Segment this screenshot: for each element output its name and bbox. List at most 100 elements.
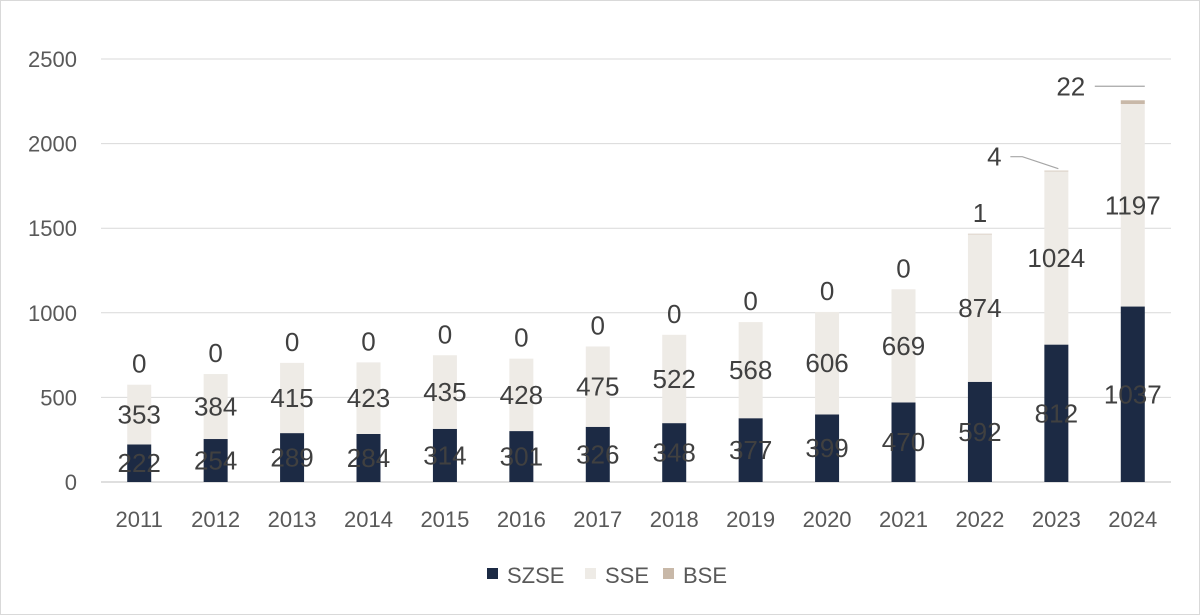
bar-sse <box>815 311 840 415</box>
data-label-bse: 0 <box>514 323 528 353</box>
data-label-szse: 326 <box>576 439 619 469</box>
legend-label-szse: SZSE <box>507 563 564 588</box>
bar-sse <box>509 358 534 432</box>
leader-line <box>1010 156 1059 170</box>
x-tick-label: 2015 <box>420 507 469 532</box>
data-label-sse: 606 <box>805 348 848 378</box>
legend-swatch-sse <box>585 568 596 579</box>
bar-szse <box>891 402 916 482</box>
data-label-bse: 0 <box>132 349 146 379</box>
x-tick-label: 2023 <box>1032 507 1081 532</box>
data-label-szse: 812 <box>1035 398 1078 428</box>
bar-bse <box>1120 100 1145 105</box>
x-tick-label: 2013 <box>268 507 317 532</box>
x-tick-label: 2017 <box>573 507 622 532</box>
data-labels: 2223530254384028941502844230314435030142… <box>118 71 1162 478</box>
bar-sse <box>356 362 381 434</box>
data-label-szse: 314 <box>423 440 466 470</box>
bar-bse <box>1044 170 1069 172</box>
bar-szse <box>432 428 457 482</box>
data-label-sse: 475 <box>576 372 619 402</box>
data-label-szse: 1037 <box>1104 379 1162 409</box>
data-label-szse: 348 <box>653 438 696 468</box>
data-label-sse: 423 <box>347 383 390 413</box>
bars <box>127 100 1145 482</box>
data-label-sse: 384 <box>194 392 237 422</box>
y-tick-label: 500 <box>40 385 77 410</box>
x-tick-label: 2016 <box>497 507 546 532</box>
bar-sse <box>203 374 228 440</box>
bar-szse <box>662 423 687 482</box>
bar-sse <box>127 384 152 445</box>
bar-sse <box>891 289 916 403</box>
y-tick-label: 2000 <box>28 132 77 157</box>
data-label-szse: 301 <box>500 442 543 472</box>
x-tick-label: 2021 <box>879 507 928 532</box>
data-label-szse: 377 <box>729 435 772 465</box>
data-label-sse: 669 <box>882 331 925 361</box>
data-label-sse: 353 <box>118 400 161 430</box>
bar-szse <box>280 433 305 482</box>
bar-szse <box>585 426 610 482</box>
data-label-szse: 399 <box>805 433 848 463</box>
bar-szse <box>203 439 228 482</box>
data-label-bse: 0 <box>591 310 605 340</box>
data-label-sse: 874 <box>958 293 1001 323</box>
x-tick-label: 2014 <box>344 507 393 532</box>
data-label-sse: 522 <box>653 364 696 394</box>
bar-szse <box>127 444 152 482</box>
x-tick-label: 2011 <box>116 507 163 532</box>
legend: SZSE SSE BSE <box>487 563 727 588</box>
data-label-sse: 1197 <box>1105 190 1161 220</box>
data-label-szse: 284 <box>347 443 390 473</box>
legend-swatch-bse <box>663 568 674 579</box>
data-label-bse: 4 <box>987 142 1001 172</box>
bar-sse <box>738 322 763 419</box>
bar-szse <box>356 433 381 482</box>
bar-sse <box>967 233 992 382</box>
data-label-sse: 1024 <box>1027 243 1085 273</box>
bar-sse <box>280 362 305 434</box>
data-label-sse: 428 <box>500 380 543 410</box>
x-tick-label: 2018 <box>650 507 699 532</box>
data-label-szse: 254 <box>194 446 237 476</box>
data-label-bse: 0 <box>285 327 299 357</box>
x-axis-ticks: 2011 2012 2013 2014 2015 2016 2017 2018 2019 2020… <box>116 507 1158 532</box>
bar-szse <box>967 381 992 482</box>
bar-szse <box>815 414 840 482</box>
data-label-szse: 222 <box>118 448 161 478</box>
data-label-bse: 0 <box>208 338 222 368</box>
data-label-szse: 470 <box>882 427 925 457</box>
data-label-bse: 22 <box>1056 71 1085 101</box>
data-label-szse: 289 <box>270 443 313 473</box>
y-tick-label: 1500 <box>28 216 77 241</box>
data-label-bse: 1 <box>973 198 987 228</box>
data-label-szse: 592 <box>958 417 1001 447</box>
y-tick-label: 0 <box>65 470 77 495</box>
data-label-sse: 435 <box>423 377 466 407</box>
x-tick-label: 2012 <box>191 507 240 532</box>
legend-label-sse: SSE <box>605 563 649 588</box>
x-tick-label: 2020 <box>803 507 852 532</box>
bar-sse <box>432 355 457 429</box>
y-axis-ticks: 0 500 1000 1500 2000 2500 <box>28 47 77 495</box>
x-tick-label: 2024 <box>1108 507 1157 532</box>
data-label-bse: 0 <box>438 319 452 349</box>
x-tick-label: 2019 <box>726 507 775 532</box>
data-label-bse: 0 <box>667 299 681 329</box>
data-label-bse: 0 <box>361 326 375 356</box>
bar-sse <box>585 346 610 427</box>
data-label-sse: 568 <box>729 355 772 385</box>
bar-szse <box>509 431 534 482</box>
x-tick-label: 2022 <box>955 507 1004 532</box>
bar-szse <box>1120 306 1145 482</box>
data-label-sse: 415 <box>270 383 313 413</box>
y-tick-label: 2500 <box>28 47 77 72</box>
legend-swatch-szse <box>487 568 498 579</box>
bar-sse <box>1120 104 1145 307</box>
bar-sse <box>1044 171 1069 345</box>
bar-bse <box>967 233 992 235</box>
gridlines <box>101 58 1171 483</box>
